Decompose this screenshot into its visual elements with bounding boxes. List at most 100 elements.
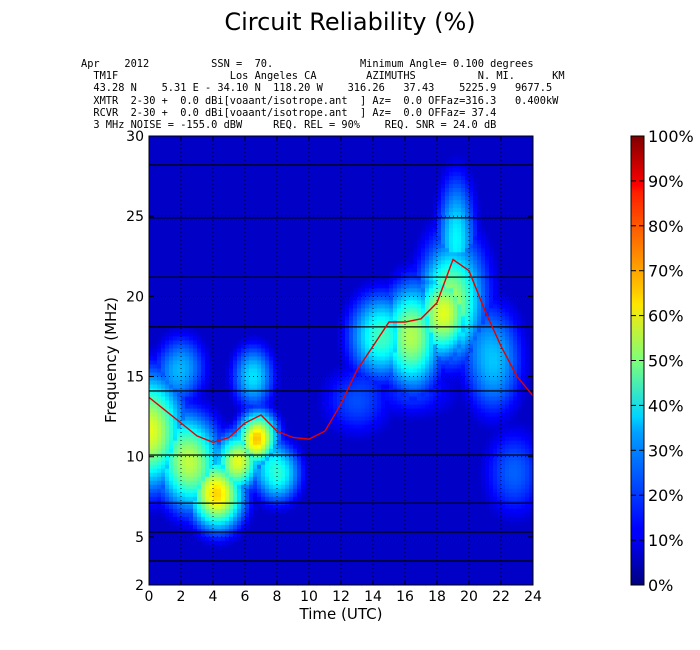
heat-cell [181,556,186,562]
heat-cell [321,376,326,382]
heat-cell [245,380,250,386]
heat-cell [169,472,174,478]
heat-cell [165,416,170,422]
heat-cell [297,248,302,253]
heat-cell [157,136,162,141]
heat-cell [177,308,182,313]
heat-cell [273,288,278,293]
heat-cell [153,320,158,326]
heat-cell [317,164,322,169]
heat-cell [149,380,154,386]
heat-cell [253,464,258,470]
heat-cell [317,168,322,173]
heat-cell [161,236,166,241]
heat-cell [229,224,234,229]
heat-cell [177,304,182,309]
heat-cell [213,292,218,297]
heat-cell [157,320,162,326]
heat-cell [213,164,218,169]
heat-cell [169,340,174,346]
heat-cell [285,140,290,145]
heat-cell [157,392,162,398]
heat-cell [161,320,166,326]
heat-cell [161,512,166,518]
heat-cell [305,472,310,478]
heat-cell [165,428,170,434]
heat-cell [297,352,302,358]
heat-cell [241,244,246,249]
heat-cell [241,204,246,209]
heat-cell [325,244,330,249]
heat-cell [213,136,218,141]
heat-cell [229,416,234,422]
heat-cell [293,256,298,261]
heat-cell [197,140,202,145]
heat-cell [233,176,238,181]
heat-cell [221,360,226,366]
heat-cell [197,148,202,153]
heat-cell [265,576,270,582]
heat-cell [201,156,206,161]
heat-cell [233,312,238,317]
heat-cell [237,468,242,474]
heat-cell [225,332,230,338]
heat-cell [253,576,258,582]
heat-cell [273,144,278,149]
heat-cell [245,356,250,362]
heat-cell [233,240,238,245]
heat-cell [293,136,298,141]
heat-cell [185,556,190,562]
heat-cell [309,272,314,277]
heat-cell [289,432,294,438]
heat-cell [269,444,274,450]
heat-cell [253,332,258,338]
heat-cell [245,248,250,253]
heat-cell [205,292,210,297]
heat-cell [177,536,182,542]
heat-cell [193,524,198,530]
heat-cell [309,552,314,558]
heat-cell [305,276,310,281]
heat-cell [305,200,310,205]
heat-cell [289,512,294,518]
heat-cell [225,348,230,354]
heat-cell [237,276,242,281]
heat-cell [185,288,190,293]
heat-cell [169,180,174,185]
heat-cell [273,176,278,181]
heat-cell [245,204,250,209]
heat-cell [261,280,266,285]
heat-cell [237,288,242,293]
heat-cell [193,336,198,342]
heat-cell [225,292,230,297]
heat-cell [281,188,286,193]
heat-cell [281,172,286,177]
heat-cell [245,244,250,249]
heat-cell [213,428,218,434]
heat-cell [201,488,206,494]
heat-cell [149,444,154,450]
heat-cell [193,576,198,582]
heat-cell [257,572,262,578]
heat-cell [213,416,218,422]
heat-cell [177,508,182,514]
heat-cell [181,364,186,370]
heat-cell [277,460,282,466]
heat-cell [161,420,166,426]
heat-cell [273,264,278,269]
heat-cell [221,228,226,233]
heat-cell [249,208,254,213]
heat-cell [273,412,278,418]
heat-cell [197,236,202,241]
heat-cell [261,524,266,530]
heat-cell [285,376,290,382]
heat-cell [237,200,242,205]
heat-cell [181,348,186,354]
heat-cell [201,320,206,326]
heat-cell [185,516,190,522]
heat-cell [317,260,322,265]
heat-cell [321,264,326,269]
heat-cell [297,380,302,386]
heat-cell [273,204,278,209]
heat-cell [149,468,154,474]
